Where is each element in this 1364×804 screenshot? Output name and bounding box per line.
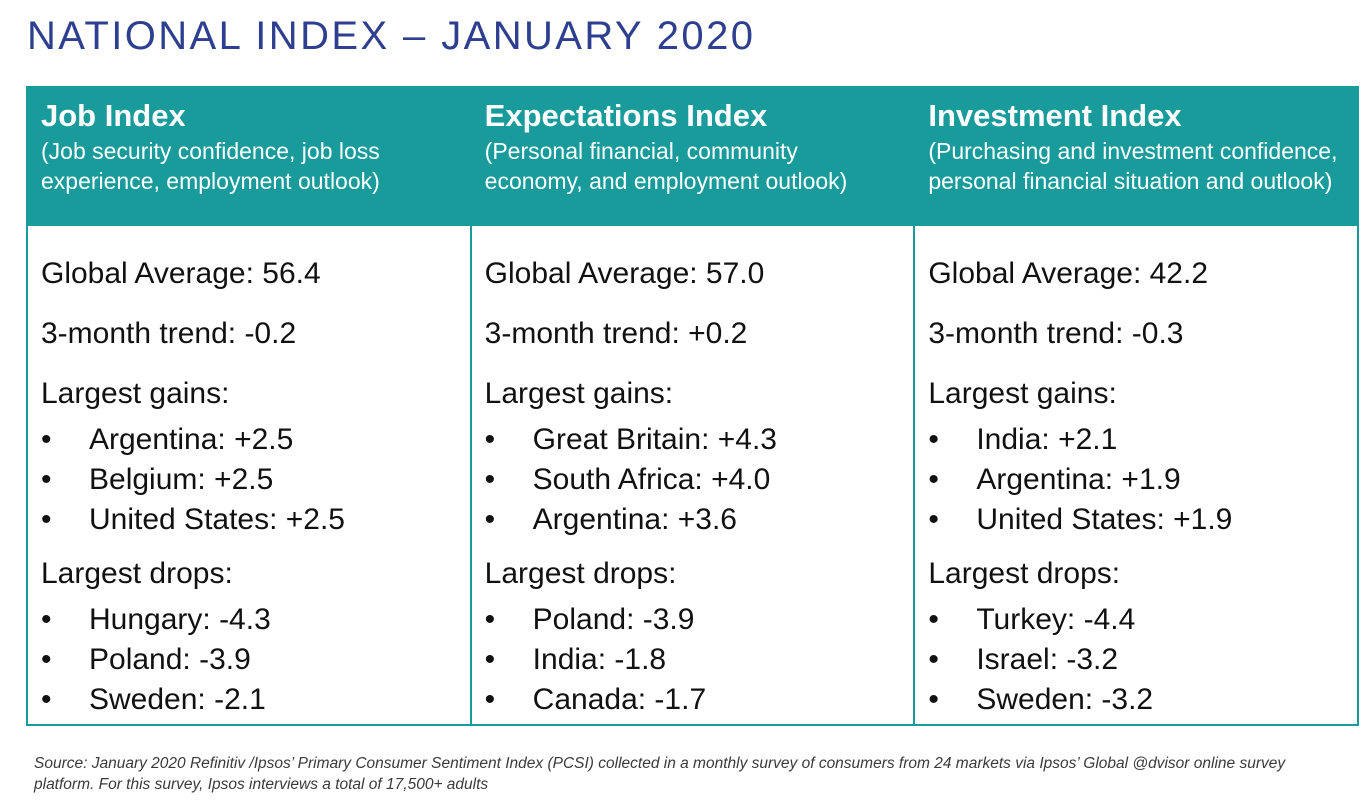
bullet-icon: • <box>928 503 939 536</box>
list-item-text: India: +2.1 <box>976 423 1118 456</box>
column-header: Investment Index (Purchasing and investm… <box>915 88 1358 228</box>
list-item: • Argentina: +1.9 <box>928 460 1345 500</box>
list-item-text: Turkey: -4.4 <box>976 603 1136 636</box>
bullet-icon: • <box>41 643 52 676</box>
list-item-text: South Africa: +4.0 <box>532 463 771 496</box>
list-item: • Israel: -3.2 <box>928 640 1345 680</box>
global-average: Global Average: 57.0 <box>484 257 765 290</box>
bullet-icon: • <box>484 423 496 456</box>
list-item-text: Sweden: -2.1 <box>89 683 266 716</box>
column-description: (Personal financial, community economy, … <box>484 138 848 194</box>
list-item: • Argentina: +3.6 <box>485 500 902 540</box>
list-item: • Poland: -3.9 <box>41 640 458 680</box>
list-item: • India: +2.1 <box>928 420 1345 460</box>
gains-list: • India: +2.1 • Argentina: +1.9 • United St… <box>928 420 1345 540</box>
column-description: (Purchasing and investment confidence, p… <box>928 138 1338 194</box>
bullet-icon: • <box>41 603 52 636</box>
drops-label: Largest drops: <box>41 557 233 590</box>
drops-list: • Turkey: -4.4 • Israel: -3.2 • Sweden: -3.… <box>928 600 1345 720</box>
bullet-icon: • <box>928 463 939 496</box>
bullet-icon: • <box>928 423 939 456</box>
global-average: Global Average: 56.4 <box>41 257 321 290</box>
global-average: Global Average: 42.2 <box>928 257 1208 290</box>
bullet-icon: • <box>41 423 52 456</box>
list-item: • Hungary: -4.3 <box>41 600 458 640</box>
gains-list: • Great Britain: +4.3 • South Africa: +4.0… <box>485 420 902 540</box>
index-table: Job Index (Job security confidence, job … <box>26 86 1359 726</box>
bullet-icon: • <box>928 683 939 716</box>
list-item-text: India: -1.8 <box>532 643 667 676</box>
page-title: NATIONAL INDEX – JANUARY 2020 <box>27 14 756 58</box>
list-item-text: Poland: -3.9 <box>532 603 695 636</box>
three-month-trend: 3-month trend: +0.2 <box>484 317 748 350</box>
bullet-icon: • <box>41 683 52 716</box>
gains-list: • Argentina: +2.5 • Belgium: +2.5 • United … <box>41 420 458 540</box>
column-expectations-index: Expectations Index (Personal financial, … <box>469 88 914 724</box>
list-item-text: Argentina: +1.9 <box>976 463 1181 496</box>
bullet-icon: • <box>928 643 939 676</box>
list-item-text: Sweden: -3.2 <box>976 683 1154 716</box>
list-item: • Canada: -1.7 <box>485 680 902 720</box>
column-header: Job Index (Job security confidence, job … <box>28 88 470 228</box>
list-item: • Poland: -3.9 <box>485 600 902 640</box>
list-item-text: Belgium: +2.5 <box>89 463 274 496</box>
column-description: (Job security confidence, job loss exper… <box>41 138 380 194</box>
column-heading: Job Index <box>41 98 186 133</box>
bullet-icon: • <box>484 503 496 536</box>
list-item: • United States: +1.9 <box>928 500 1345 540</box>
drops-list: • Hungary: -4.3 • Poland: -3.9 • Sweden: -2… <box>41 600 458 720</box>
gains-label: Largest gains: <box>484 377 674 410</box>
drops-label: Largest drops: <box>928 557 1121 590</box>
list-item: • United States: +2.5 <box>41 500 458 540</box>
bullet-icon: • <box>484 603 496 636</box>
list-item-text: Canada: -1.7 <box>532 683 707 716</box>
list-item: • Sweden: -2.1 <box>41 680 458 720</box>
gains-label: Largest gains: <box>41 377 230 410</box>
list-item-text: United States: +1.9 <box>976 503 1233 536</box>
column-header: Expectations Index (Personal financial, … <box>471 88 914 228</box>
three-month-trend: 3-month trend: -0.3 <box>928 317 1184 350</box>
list-item: • Belgium: +2.5 <box>41 460 458 500</box>
column-heading: Investment Index <box>928 98 1182 133</box>
list-item: • India: -1.8 <box>485 640 902 680</box>
drops-label: Largest drops: <box>484 557 677 590</box>
gains-label: Largest gains: <box>928 377 1117 410</box>
list-item-text: Israel: -3.2 <box>976 643 1119 676</box>
list-item-text: Argentina: +2.5 <box>89 423 294 456</box>
bullet-icon: • <box>928 603 939 636</box>
column-investment-index: Investment Index (Purchasing and investm… <box>913 88 1358 724</box>
list-item: • Great Britain: +4.3 <box>485 420 902 460</box>
bullet-icon: • <box>484 643 496 676</box>
bullet-icon: • <box>41 463 52 496</box>
column-job-index: Job Index (Job security confidence, job … <box>28 88 470 724</box>
list-item: • Turkey: -4.4 <box>928 600 1345 640</box>
drops-list: • Poland: -3.9 • India: -1.8 • Canada: -1.7 <box>485 600 902 720</box>
bullet-icon: • <box>484 463 496 496</box>
list-item: • Sweden: -3.2 <box>928 680 1345 720</box>
column-body: Global Average: 57.0 3-month trend: +0.2… <box>472 228 914 720</box>
list-item-text: Poland: -3.9 <box>89 643 251 676</box>
column-body: Global Average: 56.4 3-month trend: -0.2… <box>28 228 470 720</box>
list-item-text: Argentina: +3.6 <box>532 503 737 536</box>
list-item: • South Africa: +4.0 <box>485 460 902 500</box>
bullet-icon: • <box>41 503 52 536</box>
list-item: • Argentina: +2.5 <box>41 420 458 460</box>
three-month-trend: 3-month trend: -0.2 <box>41 317 297 350</box>
column-heading: Expectations Index <box>484 98 768 133</box>
list-item-text: Great Britain: +4.3 <box>532 423 777 456</box>
list-item-text: Hungary: -4.3 <box>89 603 271 636</box>
list-item-text: United States: +2.5 <box>89 503 345 536</box>
column-body: Global Average: 42.2 3-month trend: -0.3… <box>915 228 1357 720</box>
bullet-icon: • <box>484 683 496 716</box>
source-footnote: Source: January 2020 Refinitiv /Ipsos’ P… <box>34 755 1286 793</box>
